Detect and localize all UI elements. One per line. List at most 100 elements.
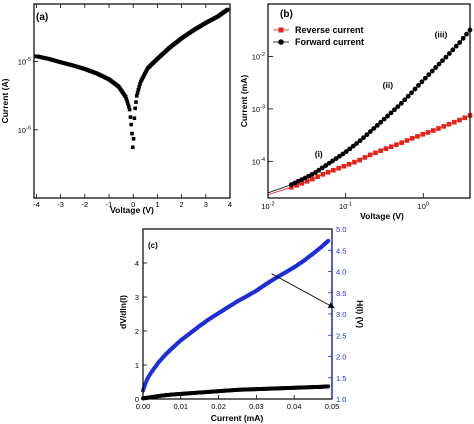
panel-a-point (134, 100, 138, 104)
panel-b-point-forward (319, 165, 325, 171)
panel-c-xtick-label: 0.00 (136, 402, 151, 411)
panel-b-point-reverse (362, 155, 368, 160)
panel-b-point-reverse (336, 165, 341, 171)
panel-b-point-forward (337, 153, 342, 159)
panel-b-point-forward (313, 170, 318, 175)
panel-b-point-forward (354, 141, 360, 146)
panel-b-point-forward (343, 149, 349, 154)
panel-b-ytick-label: 10-3 (252, 104, 265, 114)
panel-b-point-reverse (388, 144, 394, 149)
panel-b-point-forward (450, 47, 456, 53)
panel-a-point (130, 145, 135, 150)
panel-b-series-line (267, 29, 471, 194)
legend-reverse-label: Reverse current (295, 25, 364, 35)
legend-forward-swatch (278, 39, 284, 45)
panel-a-ytick-label: 10-6 (18, 125, 31, 135)
panel-b-point-forward (385, 113, 390, 119)
panel-c-xtick-label: 0.03 (249, 402, 264, 411)
panel-b-point-forward (419, 79, 425, 85)
panel-c-ytick-label: 1 (135, 361, 139, 370)
panel-c-label: (c) (148, 241, 158, 250)
panel-c-y2tick-label: 1.5 (336, 374, 346, 383)
panel-b-frame (267, 3, 471, 199)
annotation-i: (i) (315, 149, 323, 159)
panel-a-xtick-label: 0 (131, 200, 135, 209)
panel-b-point-reverse (446, 121, 452, 127)
panel-b-point-forward (361, 135, 366, 141)
panel-c-y2tick-label: 3.5 (336, 289, 346, 298)
panel-c-point-dv (326, 384, 331, 389)
panel-b-point-reverse (299, 181, 305, 186)
panel-b-point-reverse (315, 174, 320, 180)
panel-b-xlabel: Voltage (V) (360, 211, 404, 221)
panel-b-point-forward (316, 167, 322, 173)
panel-b-ytick-label: 10-2 (252, 52, 265, 62)
panel-b-point-forward (412, 86, 418, 92)
panel-a-point (127, 107, 132, 112)
panel-a-point (125, 99, 130, 104)
panel-b-point-reverse (367, 152, 373, 158)
panel-a-data-points (34, 7, 230, 150)
panel-b-point-forward (395, 104, 401, 110)
panel-b-point-forward (374, 122, 380, 128)
panel-b-point-forward (340, 151, 346, 157)
panel-a-point (138, 82, 142, 86)
panel-b-ytick-label: 10-4 (252, 157, 265, 167)
panel-c-y2tick-label: 2.0 (336, 353, 346, 362)
panel-b-point-forward (460, 35, 466, 41)
panel-a-xtick-label: 4 (228, 200, 232, 209)
panel-a-frame (33, 3, 231, 199)
panel-a-point (137, 85, 141, 89)
panel-a-point (124, 97, 129, 101)
panel-c: 0.00 0.01 0.02 0.03 0.04 0.05 0 1 2 3 4 1.0 1.5 2.0 2.… (118, 225, 365, 423)
panel-b-point-reverse (420, 132, 426, 137)
annotation-iii: (iii) (435, 29, 448, 39)
panel-b-point-forward (416, 83, 421, 88)
panel-b-point-reverse (409, 136, 415, 141)
panel-c-xtick-label: 0.04 (287, 402, 302, 411)
panel-a-point (131, 136, 136, 141)
panel-b-point-forward (426, 72, 432, 78)
panel-b-point-forward (440, 58, 445, 64)
panel-b-point-reverse (415, 134, 420, 139)
panel-b-point-forward (453, 43, 459, 49)
panel-b-point-forward (323, 163, 329, 168)
panel-b-point-forward (464, 31, 469, 37)
panel-c-y2tick-label: 1.0 (336, 395, 346, 404)
panel-a-point (133, 106, 137, 111)
panel-b-point-reverse (331, 167, 336, 173)
panel-a-point (127, 104, 131, 109)
panel-b-point-forward (433, 65, 439, 70)
panel-c-ticks: 0.00 0.01 0.02 0.03 0.04 0.05 0 1 2 3 4 1.0 1.5 2.0 2.… (135, 225, 347, 411)
panel-b-point-reverse (304, 179, 310, 184)
panel-c-y2label: H(I) (V) (355, 300, 365, 328)
panel-c-ylabel: dV/dln(I) (118, 295, 128, 329)
panel-b-point-reverse (383, 146, 389, 151)
panel-b-point-reverse (451, 119, 457, 125)
panel-b-point-reverse (289, 184, 294, 190)
panel-b-point-reverse (436, 126, 441, 131)
panel-b-point-forward (381, 116, 387, 122)
panel-b-point-reverse (320, 172, 326, 177)
panel-b-point-reverse (352, 159, 357, 165)
panel-c-xtick-label: 0.05 (325, 402, 340, 411)
panel-b-point-forward (436, 61, 442, 67)
panel-a-xtick-label: 1 (155, 200, 159, 209)
panel-c-data-points (141, 238, 331, 401)
panel-b-point-forward (443, 54, 449, 60)
panel-a-point (134, 94, 139, 98)
panel-b-data-points (267, 27, 473, 196)
legend-reverse-swatch (278, 27, 284, 33)
panel-a-xtick-label: -4 (33, 200, 40, 209)
panel-b-xtick-label: 10-1 (339, 202, 352, 212)
panel-a-xtick-label: 2 (180, 200, 184, 209)
panel-a-point (123, 95, 128, 99)
panel-c-frame (142, 228, 333, 400)
panel-a-xtick-label: -3 (57, 200, 64, 209)
panel-b-point-forward (371, 126, 377, 131)
panel-b-point-forward (330, 158, 335, 164)
panel-a-point (135, 90, 140, 95)
panel-b-point-forward (429, 68, 435, 74)
panel-b-label: (b) (280, 9, 293, 20)
